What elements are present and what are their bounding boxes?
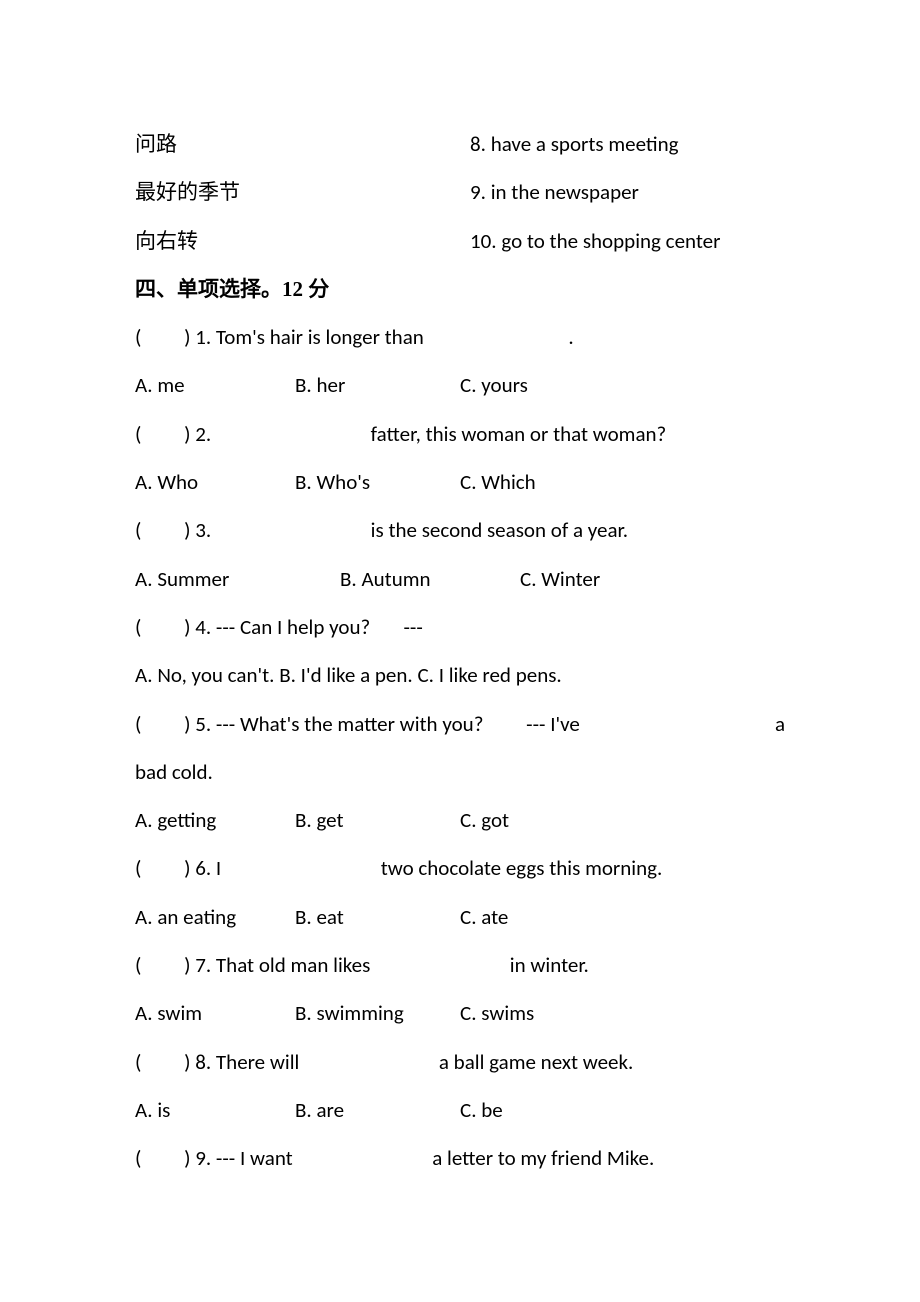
q-text: --- I want: [216, 1145, 293, 1171]
question-5-cont: bad cold.: [135, 748, 785, 796]
option-a[interactable]: A. Who: [135, 458, 295, 506]
answer-blank-paren[interactable]: ( ): [135, 952, 190, 978]
option-b[interactable]: B. get: [295, 796, 460, 844]
q-tail: a ball game next week.: [439, 1049, 634, 1075]
question-3-options: A. Summer B. Autumn C. Winter: [135, 555, 785, 603]
vocab-cn: 最好的季节: [135, 168, 470, 216]
q-number: 6.: [195, 855, 216, 881]
question-5: ( ) 5. --- What's the matter with you? -…: [135, 700, 785, 748]
question-2: ( ) 2. fatter, this woman or that woman?: [135, 410, 785, 458]
answer-blank-paren[interactable]: ( ): [135, 421, 190, 447]
q-text: I: [216, 855, 221, 881]
option-c[interactable]: C. swims: [460, 989, 785, 1037]
vocab-cn: 向右转: [135, 217, 470, 265]
q-gap: [488, 711, 521, 737]
option-c[interactable]: C. got: [460, 796, 785, 844]
q-text: That old man likes: [216, 952, 370, 978]
option-b[interactable]: B. eat: [295, 893, 460, 941]
vocab-en: 8. have a sports meeting: [470, 120, 785, 168]
q-number: 9.: [195, 1145, 216, 1171]
question-6-options: A. an eating B. eat C. ate: [135, 893, 785, 941]
vocab-en: 9. in the newspaper: [470, 168, 785, 216]
options-inline[interactable]: A. No, you can't. B. I'd like a pen. C. …: [135, 662, 562, 688]
vocab-row: 最好的季节 9. in the newspaper: [135, 168, 785, 216]
answer-blank-paren[interactable]: ( ): [135, 1049, 190, 1075]
question-7-options: A. swim B. swimming C. swims: [135, 989, 785, 1037]
option-b[interactable]: B. her: [295, 361, 460, 409]
option-a[interactable]: A. getting: [135, 796, 295, 844]
q-gap: [375, 614, 399, 640]
q-text: --- What's the matter with you?: [216, 711, 484, 737]
vocab-cn: 问路: [135, 120, 470, 168]
option-c[interactable]: C. be: [460, 1086, 785, 1134]
question-1-options: A. me B. her C. yours: [135, 361, 785, 409]
option-c[interactable]: C. Winter: [520, 555, 785, 603]
section-4-heading: 四、单项选择。12 分: [135, 265, 785, 313]
question-3: ( ) 3. is the second season of a year.: [135, 506, 785, 554]
option-a[interactable]: A. me: [135, 361, 295, 409]
option-c[interactable]: C. Which: [460, 458, 785, 506]
q-number: 4.: [195, 614, 216, 640]
answer-blank-paren[interactable]: ( ): [135, 711, 190, 737]
question-5-options: A. getting B. get C. got: [135, 796, 785, 844]
question-4: ( ) 4. --- Can I help you? ---: [135, 603, 785, 651]
q-number: 1.: [195, 324, 216, 350]
q-text: --- Can I help you?: [216, 614, 370, 640]
question-6: ( ) 6. I two chocolate eggs this morning…: [135, 844, 785, 892]
q-tail: in winter.: [510, 952, 589, 978]
answer-blank-paren[interactable]: ( ): [135, 1145, 190, 1171]
option-b[interactable]: B. Autumn: [340, 555, 520, 603]
option-b[interactable]: B. swimming: [295, 989, 460, 1037]
question-4-options: A. No, you can't. B. I'd like a pen. C. …: [135, 651, 785, 699]
answer-blank-paren[interactable]: ( ): [135, 324, 190, 350]
option-a[interactable]: A. is: [135, 1086, 295, 1134]
q-tail: a: [775, 700, 785, 748]
vocab-en: 10. go to the shopping center: [470, 217, 785, 265]
question-7: ( ) 7. That old man likes in winter.: [135, 941, 785, 989]
q-text: There will: [216, 1049, 299, 1075]
q-number: 2.: [195, 421, 216, 447]
q-tail: a letter to my friend Mike.: [432, 1145, 654, 1171]
q-number: 5.: [195, 711, 216, 737]
option-a[interactable]: A. swim: [135, 989, 295, 1037]
question-8-options: A. is B. are C. be: [135, 1086, 785, 1134]
q-tail: ---: [403, 614, 422, 640]
q-number: 7.: [195, 952, 216, 978]
q-number: 8.: [195, 1049, 216, 1075]
vocab-row: 向右转 10. go to the shopping center: [135, 217, 785, 265]
q-tail: .: [568, 324, 573, 350]
question-1: ( ) 1. Tom's hair is longer than .: [135, 313, 785, 361]
q-text-cont: bad cold.: [135, 759, 213, 785]
question-9: ( ) 9. --- I want a letter to my friend …: [135, 1134, 785, 1182]
q-text: fatter, this woman or that woman?: [371, 421, 667, 447]
q-text-2: --- I've: [526, 711, 580, 737]
option-c[interactable]: C. yours: [460, 361, 785, 409]
vocab-row: 问路 8. have a sports meeting: [135, 120, 785, 168]
answer-blank-paren[interactable]: ( ): [135, 614, 190, 640]
q-text: Tom's hair is longer than: [216, 324, 424, 350]
question-2-options: A. Who B. Who's C. Which: [135, 458, 785, 506]
q-tail: two chocolate eggs this morning.: [381, 855, 663, 881]
option-b[interactable]: B. Who's: [295, 458, 460, 506]
q-text: is the second season of a year.: [371, 517, 628, 543]
answer-blank-paren[interactable]: ( ): [135, 855, 190, 881]
q5-left: ( ) 5. --- What's the matter with you? -…: [135, 700, 580, 748]
option-a[interactable]: A. Summer: [135, 555, 340, 603]
worksheet-page: 问路 8. have a sports meeting 最好的季节 9. in …: [0, 0, 920, 1302]
option-c[interactable]: C. ate: [460, 893, 785, 941]
answer-blank-paren[interactable]: ( ): [135, 517, 190, 543]
question-8: ( ) 8. There will a ball game next week.: [135, 1038, 785, 1086]
option-a[interactable]: A. an eating: [135, 893, 295, 941]
q-number: 3.: [195, 517, 216, 543]
option-b[interactable]: B. are: [295, 1086, 460, 1134]
